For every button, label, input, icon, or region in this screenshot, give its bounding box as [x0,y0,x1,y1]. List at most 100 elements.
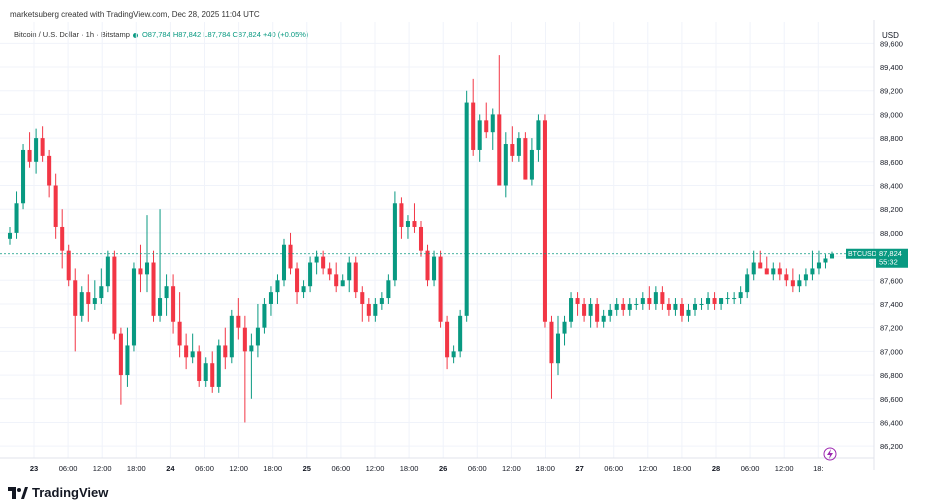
price-axis: 89,600 89,400 89,200 89,000 88,800 88,600 88,4… [880,39,903,451]
candle-up [653,286,658,310]
candle-down [112,250,117,340]
chart-grid [0,22,874,458]
candle-body [7,232,13,239]
candle-body [412,221,417,227]
candle-body [171,286,176,322]
candle-up [823,254,828,269]
time-tick-label: 18:00 [673,464,692,473]
candle-down [86,274,91,322]
candle-up [99,268,104,304]
legend-open: O87,784 [141,30,171,39]
candle-body [118,333,123,376]
candle-down [582,298,587,322]
price-tick-label: 88,000 [880,229,903,238]
price-tick-label: 89,600 [880,39,903,48]
candle-up [562,315,567,346]
candle-body [405,221,410,227]
price-tick-label: 89,400 [880,63,903,72]
candle-body [295,268,300,293]
candle-down [784,268,789,287]
candle-down [66,244,71,287]
candle-body [497,114,502,186]
candle-down [484,102,489,139]
candle-body [614,303,619,310]
time-tick-label: 12:00 [775,464,794,473]
candle-body [386,280,391,299]
candle-body [92,298,97,304]
candle-body [464,102,469,316]
candle-body [712,298,717,304]
time-tick-label: 06:00 [332,464,351,473]
candle-body [829,253,835,259]
time-tick-label: 26 [439,464,447,473]
candle-down [549,315,554,399]
candle-body [131,268,136,346]
candle-body [158,298,163,316]
candle-body [477,120,482,150]
candle-down [118,327,123,405]
candle-body [151,262,156,316]
candle-body [516,138,521,156]
time-tick-label: 06:00 [741,464,760,473]
candle-body [471,102,476,150]
candle-body [288,244,293,269]
candle-body [34,138,39,162]
price-tick-label: 86,400 [880,418,903,427]
candle-down [712,292,717,310]
price-tick-label: 89,200 [880,87,903,96]
candle-up [125,327,130,387]
candle-body [490,114,495,133]
candle-up [458,309,463,358]
candle-down [412,203,417,233]
candle-body [197,351,202,381]
tradingview-logo-icon [8,486,28,499]
price-tick-label: 87,000 [880,347,903,356]
price-tick-label: 87,200 [880,324,903,333]
time-tick-label: 06:00 [195,464,214,473]
candle-body [542,120,547,322]
candle-body [340,280,345,287]
candle-down [60,209,65,269]
candle-up [190,333,195,364]
candle-body [738,292,743,299]
candle-down [327,262,332,281]
candle-body [816,262,821,269]
candle-down [288,232,293,275]
candle-up [588,298,593,328]
candle-body [184,345,189,358]
candle-up [745,268,750,299]
candle-body [621,303,626,310]
candle-down [138,244,143,293]
candle-body [268,292,273,304]
tradingview-logo: TradingView [8,485,108,500]
candle-down [542,114,547,328]
lightning-icon[interactable] [823,447,837,461]
candles [7,55,835,423]
candle-body [823,258,828,263]
candle-body [510,144,515,156]
candle-body [745,274,750,293]
candle-up [79,286,84,322]
candle-up [751,250,756,281]
candle-body [190,351,195,358]
candle-body [503,144,508,186]
time-tick-label: 12:00 [93,464,112,473]
candle-body [425,250,430,281]
candle-down [764,256,769,275]
legend-high: H87,842 [172,30,202,39]
candle-up [640,292,645,310]
legend-change: +40 (+0.05%) [262,30,309,39]
candle-down [197,345,202,387]
candle-up [725,292,730,304]
candle-body [679,303,684,316]
time-tick-label: 28 [712,464,720,473]
candle-up [699,298,704,310]
credit-text: marketsuberg created with TradingView.co… [10,10,260,19]
time-tick-label: 18:00 [127,464,146,473]
candle-up [614,298,619,316]
candle-up [719,298,724,310]
time-tick-label: 18: [813,464,823,473]
time-tick-label: 23 [30,464,38,473]
time-tick-label: 12:00 [502,464,521,473]
